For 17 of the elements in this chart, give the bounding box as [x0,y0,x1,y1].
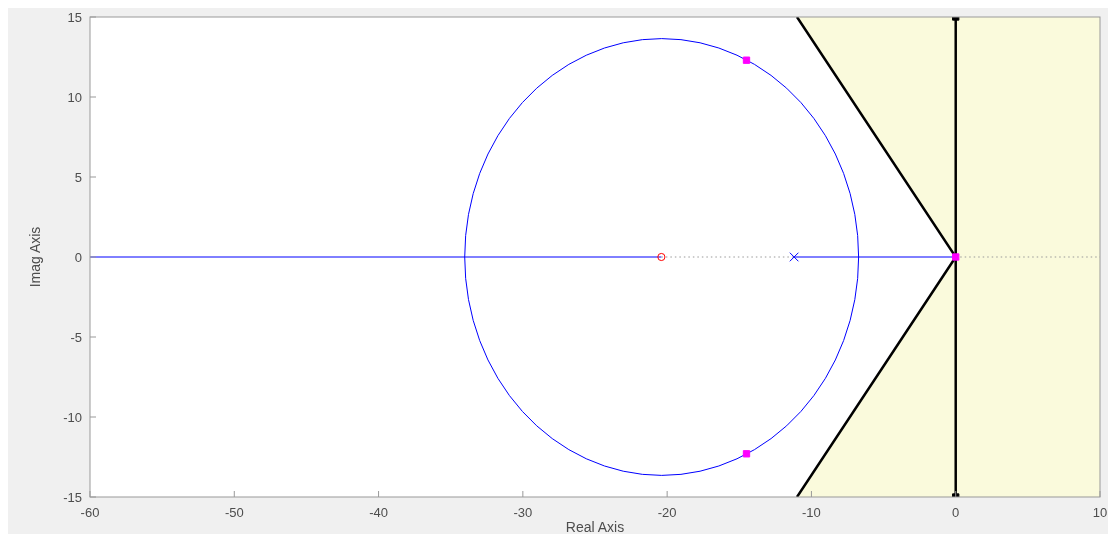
y-axis-title: Imag Axis [27,226,43,288]
x-tick-label: -50 [224,505,244,520]
y-tick-label: 0 [74,249,82,265]
x-axis-title: Real Axis [565,519,625,535]
x-tick-label: -20 [657,505,677,520]
x-tick-label: -10 [802,505,821,520]
x-tick-label: 0 [952,505,960,520]
y-tick-label: -10 [63,409,82,425]
y-tick-label: 5 [74,169,82,185]
y-tick-label: 15 [67,9,82,25]
x-tick-label: 10 [1092,505,1108,520]
x-tick-label: -40 [369,505,388,520]
y-tick-label: -5 [70,329,82,345]
x-tick-label: -30 [513,505,533,520]
x-tick-label: -60 [80,505,100,520]
y-tick-label: 10 [67,89,82,105]
y-tick-label: -15 [63,489,82,505]
